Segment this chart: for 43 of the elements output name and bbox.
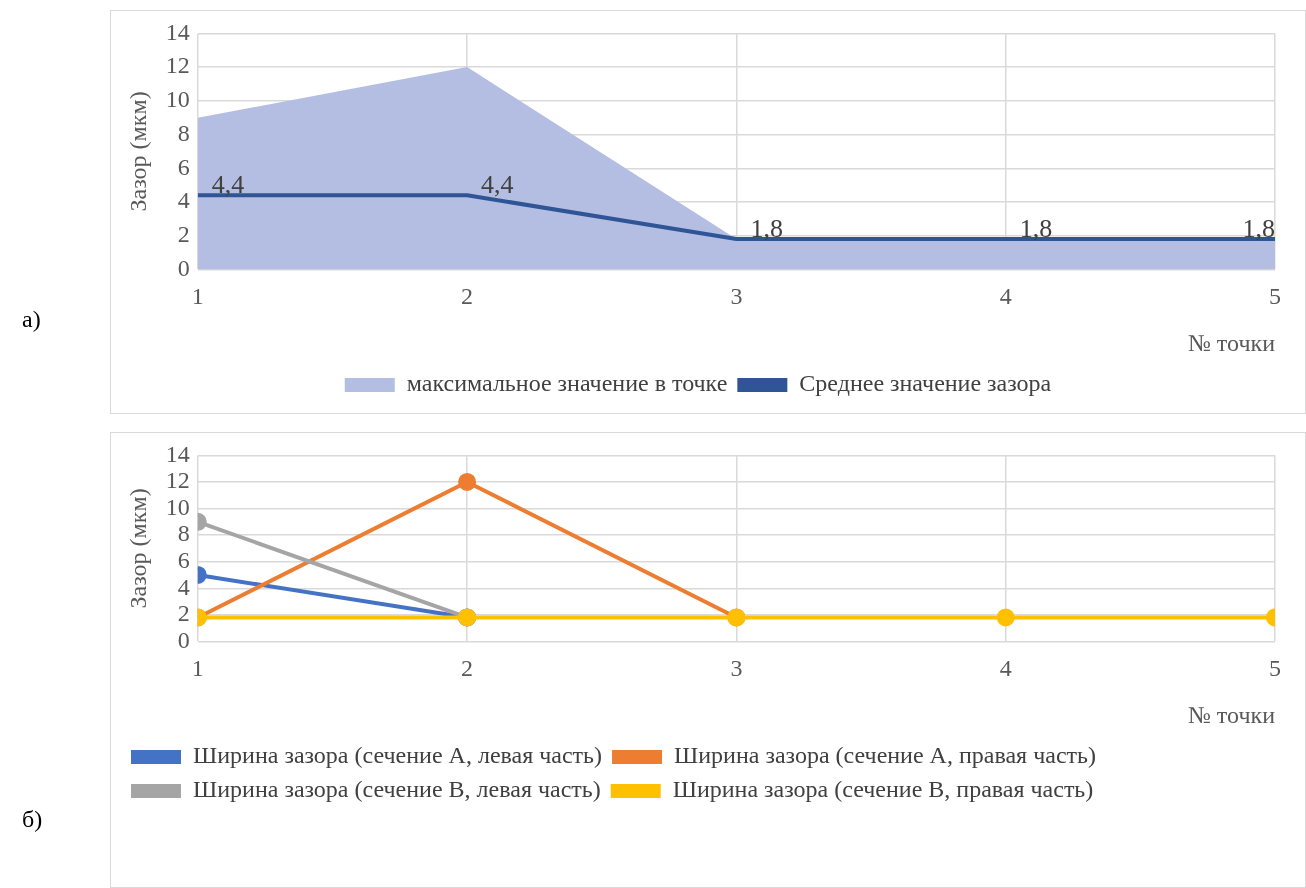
data-label: 1,8 [1019,213,1053,243]
legend-label: Среднее значение зазора [799,370,1052,397]
data-label: 4,4 [211,170,245,200]
y-tick-label: 2 [177,600,190,627]
data-label: 4,4 [481,170,514,200]
y-tick-label: 12 [165,52,190,79]
y-tick-label: 2 [177,220,190,247]
legend-label: Ширина зазора (сечение А, левая часть) [193,742,603,769]
x-axis-title: № точки [1187,701,1276,728]
y-tick-label: 14 [165,440,190,467]
y-tick-label: 6 [177,153,190,180]
y-tick-label: 12 [165,467,190,494]
x-tick-label: 5 [1269,655,1281,682]
legend-label: Ширина зазора (сечение В, правая часть) [672,776,1094,803]
x-tick-label: 4 [999,283,1012,310]
y-tick-label: 4 [177,187,190,214]
x-tick-label: 5 [1269,283,1281,310]
legend-label: Ширина зазора (сечение А, правая часть) [674,742,1096,769]
x-axis-title: № точки [1187,329,1276,356]
data-label: 1,8 [1242,213,1275,243]
y-axis-title: Зазор (мкм) [124,488,151,609]
y-tick-label: 8 [177,520,190,547]
y-tick-label: 4 [177,573,190,600]
text: а) [22,306,41,333]
x-tick-label: 3 [730,283,743,310]
x-tick-label: 1 [191,283,204,310]
data-label: 1,8 [750,213,783,243]
y-tick-label: 10 [165,86,190,113]
x-tick-label: 2 [461,655,474,682]
y-axis-title: Зазор (мкм) [124,91,151,212]
x-tick-label: 3 [730,655,743,682]
y-tick-label: 0 [177,254,190,281]
x-tick-label: 1 [191,655,204,682]
y-tick-label: 14 [165,18,190,45]
y-tick-label: 10 [165,493,190,520]
y-tick-label: 8 [177,119,190,146]
x-tick-label: 2 [461,283,474,310]
legend-label: Ширина зазора (сечение В, левая часть) [193,776,601,803]
y-tick-label: 6 [177,546,190,573]
y-tick-label: 0 [177,626,190,653]
legend-label: максимальное значение в точке [406,370,728,397]
text: б) [22,806,43,833]
x-tick-label: 4 [999,655,1012,682]
